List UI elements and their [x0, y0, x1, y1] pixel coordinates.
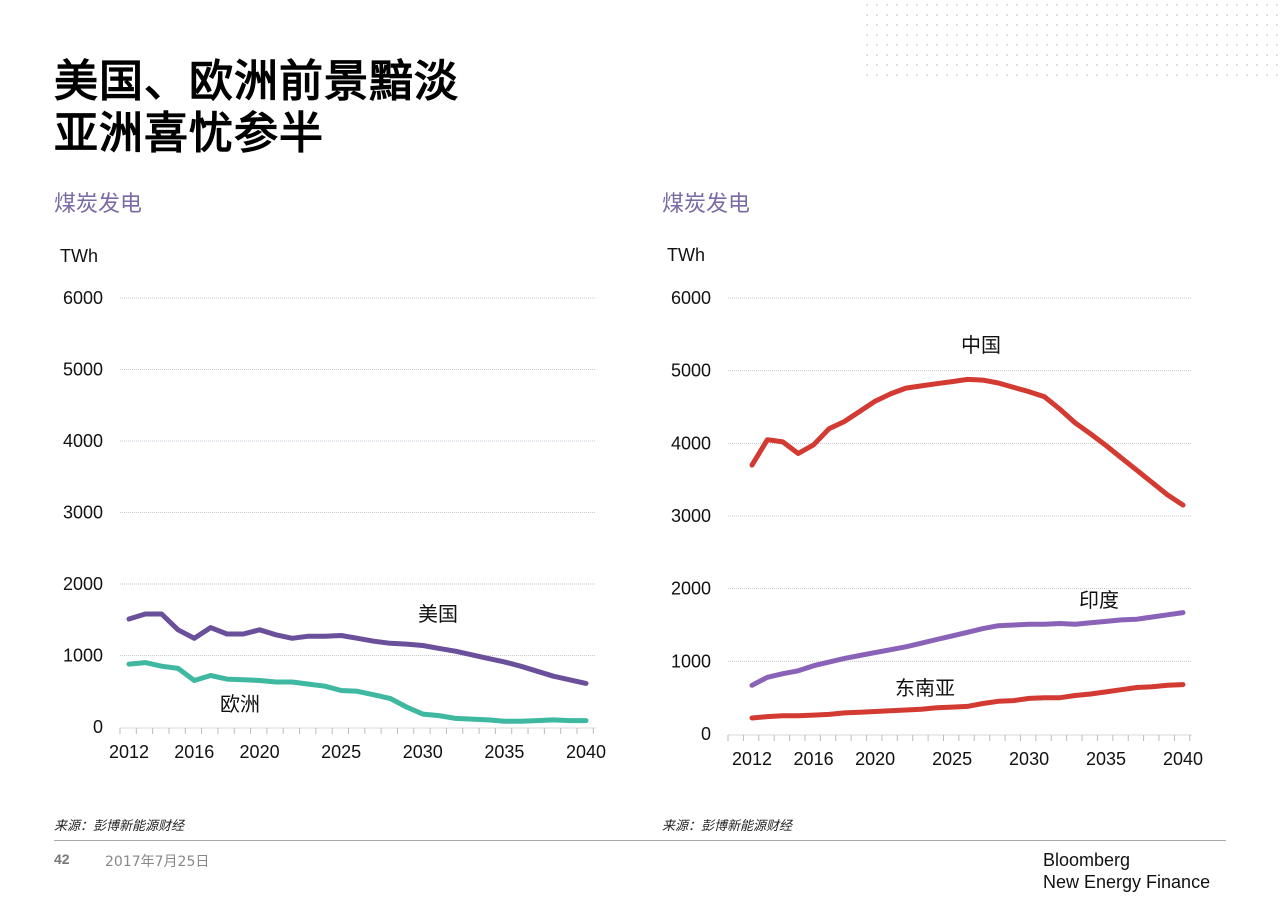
- left-chart-unit: TWh: [60, 246, 98, 266]
- brand-logo: Bloomberg New Energy Finance: [1043, 849, 1210, 893]
- left-x-tick-label: 2025: [321, 742, 361, 762]
- left-chart-title: 煤炭发电: [54, 192, 143, 217]
- right-y-tick-label: 6000: [671, 288, 711, 308]
- page-title-line-2: 亚洲喜忧参半: [54, 108, 324, 159]
- left-y-tick-label: 5000: [63, 360, 103, 380]
- right-y-tick-label: 0: [701, 724, 711, 744]
- left-x-tick-label: 2035: [484, 742, 524, 762]
- right-y-tick-label: 2000: [671, 579, 711, 599]
- left-series-line-欧洲: [126, 660, 589, 724]
- right-x-tick-label: 2016: [794, 749, 834, 769]
- right-series-line-印度: [749, 610, 1186, 688]
- left-x-tick-label: 2040: [566, 742, 606, 762]
- left-y-tick-label: 6000: [63, 288, 103, 308]
- right-chart-source: 来源：彭博新能源财经: [662, 819, 793, 834]
- right-y-tick-label: 1000: [671, 651, 711, 671]
- left-x-tick-label: 2016: [174, 742, 214, 762]
- brand-line-1: Bloomberg: [1043, 850, 1131, 870]
- left-x-tick-label: 2012: [109, 742, 149, 762]
- left-x-tick-label: 2020: [240, 742, 280, 762]
- left-series-line-美国: [126, 611, 589, 686]
- right-series-line-东南亚: [749, 682, 1186, 721]
- right-x-tick-label: 2025: [932, 749, 972, 769]
- right-y-tick-label: 3000: [671, 506, 711, 526]
- right-series-label: 印度: [1079, 588, 1119, 612]
- left-chart-source: 来源：彭博新能源财经: [54, 819, 185, 834]
- right-y-tick-label: 4000: [671, 433, 711, 453]
- left-series-label: 欧洲: [220, 692, 260, 716]
- left-y-tick-label: 3000: [63, 503, 103, 523]
- left-y-tick-label: 1000: [63, 646, 103, 666]
- right-x-tick-label: 2040: [1163, 749, 1203, 769]
- footer-date: 2017年7月25日: [105, 854, 210, 870]
- right-x-tick-label: 2012: [732, 749, 772, 769]
- right-chart-unit: TWh: [667, 245, 705, 265]
- brand-line-2: New Energy Finance: [1043, 872, 1211, 892]
- left-y-tick-label: 4000: [63, 431, 103, 451]
- right-x-tick-label: 2030: [1009, 749, 1049, 769]
- right-chart-title: 煤炭发电: [662, 192, 751, 217]
- right-y-tick-label: 5000: [671, 361, 711, 381]
- left-y-tick-label: 0: [93, 717, 103, 737]
- left-y-tick-label: 2000: [63, 574, 103, 594]
- right-series-line-中国: [749, 376, 1186, 508]
- page-title-line-1: 美国、欧洲前景黯淡: [54, 56, 459, 107]
- left-x-tick-label: 2030: [403, 742, 443, 762]
- decorative-dot-grid: [862, 0, 1280, 80]
- right-x-tick-label: 2035: [1086, 749, 1126, 769]
- page-number: 42: [54, 851, 70, 867]
- page-title: 美国、欧洲前景黯淡 亚洲喜忧参半: [54, 56, 459, 160]
- left-series-label: 美国: [418, 602, 458, 626]
- footer-divider: [54, 840, 1226, 841]
- right-x-tick-label: 2020: [855, 749, 895, 769]
- right-series-label: 东南亚: [895, 676, 955, 700]
- right-series-label: 中国: [961, 333, 1001, 357]
